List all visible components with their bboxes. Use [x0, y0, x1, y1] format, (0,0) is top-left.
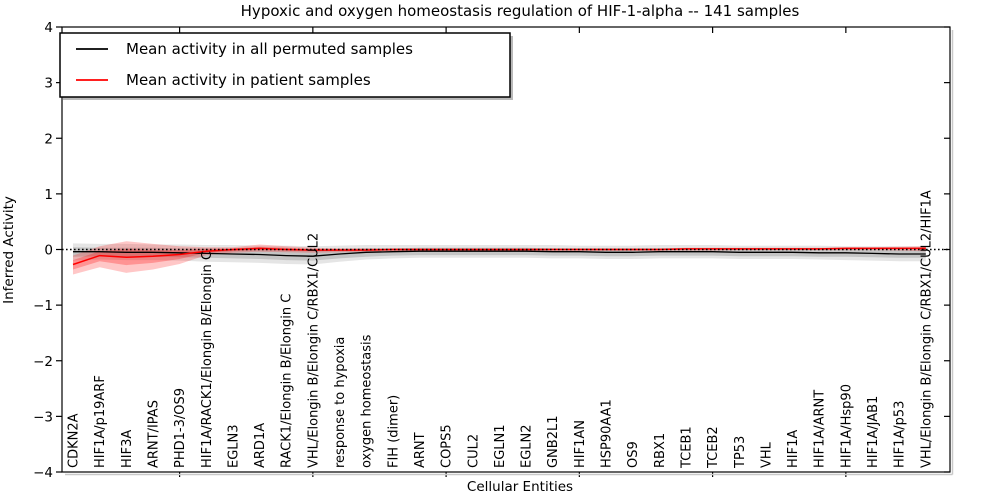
- x-category-label: TCEB1: [679, 426, 694, 469]
- x-category-label: TCEB2: [706, 426, 721, 469]
- x-category-label: ARNT: [413, 432, 428, 468]
- legend-item: Mean activity in all permuted samples: [76, 40, 413, 58]
- x-category-label: EGLN3: [226, 424, 241, 468]
- x-category-label: oxygen homeostasis: [360, 334, 375, 468]
- x-category-label: RACK1/Elongin B/Elongin C: [280, 294, 295, 468]
- x-category-label: VHL: [759, 441, 774, 468]
- x-category-label: HIF1A/JAB1: [866, 396, 881, 468]
- x-category-label: VHL/Elongin B/Elongin C/RBX1/CUL2: [306, 233, 321, 468]
- x-category-label: HIF1AN: [573, 420, 588, 468]
- x-category-label: HIF1A: [786, 430, 801, 468]
- y-tick-label: 1: [44, 187, 53, 203]
- x-category-label: COPS5: [440, 424, 455, 468]
- x-category-label: response to hypoxia: [333, 337, 348, 468]
- axes-layer: 4 3 2 1 0 −1 −2 −3 −4 CDKN2A HIF1A/p19ARF HIF3A ARNT…: [33, 20, 950, 481]
- y-tick-label: −2: [33, 354, 53, 370]
- x-category-label: ARD1A: [253, 423, 268, 468]
- x-category-label: EGLN1: [493, 424, 508, 468]
- legend-item: Mean activity in patient samples: [76, 71, 371, 89]
- x-category-label: ARNT/IPAS: [146, 400, 161, 468]
- x-category-label: VHL/Elongin B/Elongin C/RBX1/CUL2/HIF1A: [919, 190, 934, 468]
- x-category-label: HIF1A/p53: [893, 401, 908, 468]
- x-category-label: HIF1A/ARNT: [813, 390, 828, 468]
- x-category-label: PHD1-3/OS9: [173, 388, 188, 468]
- x-axis-label: Cellular Entities: [467, 479, 573, 495]
- y-tick-label: 4: [44, 20, 53, 36]
- x-category-label: HIF1A/Hsp90: [839, 384, 854, 468]
- y-tick-label: −1: [33, 298, 53, 314]
- x-category-label: CDKN2A: [67, 413, 82, 468]
- x-category-label: GNB2L1: [546, 415, 561, 468]
- legend-box: [59, 32, 511, 98]
- line-layer: [62, 247, 950, 266]
- legend-label: Mean activity in patient samples: [126, 71, 371, 89]
- y-tick-label: 2: [44, 131, 53, 147]
- x-category-label: HSP90AA1: [600, 399, 615, 468]
- legend: Mean activity in all permuted samples Me…: [59, 32, 513, 100]
- x-category-label: CUL2: [466, 434, 481, 468]
- y-tick-label: 0: [44, 243, 53, 259]
- x-category-label: HIF1A/p19ARF: [93, 375, 108, 468]
- x-category-label: HIF3A: [120, 430, 135, 468]
- y-tick-label: 3: [44, 76, 53, 92]
- x-category-label: OS9: [626, 441, 641, 468]
- legend-label: Mean activity in all permuted samples: [126, 40, 413, 58]
- chart-title: Hypoxic and oxygen homeostasis regulatio…: [241, 2, 800, 20]
- x-category-label: HIF1A/RACK1/Elongin B/Elongin C: [200, 251, 215, 468]
- plot-frame: [61, 26, 951, 473]
- x-category-label: RBX1: [653, 433, 668, 468]
- x-category-label: TP53: [733, 436, 748, 469]
- y-tick-label: −4: [33, 465, 53, 481]
- x-category-label: FIH (dimer): [386, 395, 401, 468]
- permuted-band-inner: [73, 247, 926, 261]
- y-axis-label: Inferred Activity: [1, 196, 17, 304]
- x-category-label: EGLN2: [520, 424, 535, 468]
- permuted-line: [73, 250, 926, 257]
- y-tick-label: −3: [33, 409, 53, 425]
